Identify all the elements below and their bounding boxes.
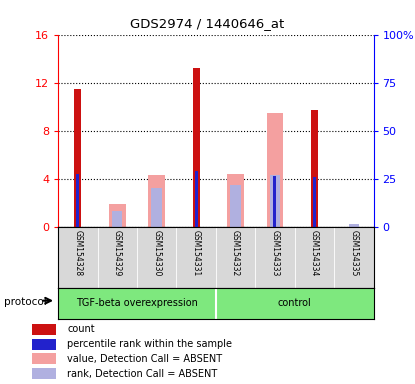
Bar — [313, 177, 316, 227]
Bar — [230, 185, 241, 227]
Text: TGF-beta overexpression: TGF-beta overexpression — [76, 298, 198, 308]
Bar — [151, 188, 162, 227]
Text: GSM154335: GSM154335 — [349, 230, 358, 276]
Bar — [149, 175, 165, 227]
Bar — [76, 174, 79, 227]
Text: protocol: protocol — [4, 297, 47, 307]
Bar — [267, 113, 283, 227]
Bar — [32, 368, 56, 379]
Text: GSM154333: GSM154333 — [271, 230, 279, 276]
Text: GSM154329: GSM154329 — [113, 230, 122, 276]
Bar — [32, 339, 56, 349]
Text: GSM154334: GSM154334 — [310, 230, 319, 276]
Text: percentile rank within the sample: percentile rank within the sample — [67, 339, 232, 349]
Bar — [311, 110, 318, 227]
Bar — [227, 174, 244, 227]
Bar — [74, 89, 81, 227]
Text: GSM154332: GSM154332 — [231, 230, 240, 276]
Text: control: control — [278, 298, 312, 308]
Bar — [112, 211, 122, 227]
Text: GSM154330: GSM154330 — [152, 230, 161, 276]
Bar — [270, 175, 280, 227]
Text: rank, Detection Call = ABSENT: rank, Detection Call = ABSENT — [67, 369, 217, 379]
Bar — [349, 224, 359, 227]
Text: value, Detection Call = ABSENT: value, Detection Call = ABSENT — [67, 354, 222, 364]
Bar — [195, 171, 198, 227]
Bar — [32, 353, 56, 364]
Text: GSM154328: GSM154328 — [73, 230, 82, 276]
Bar — [193, 68, 200, 227]
Bar — [273, 176, 276, 227]
Text: GDS2974 / 1440646_at: GDS2974 / 1440646_at — [130, 17, 285, 30]
Bar — [32, 324, 56, 335]
Text: GSM154331: GSM154331 — [192, 230, 200, 276]
Bar — [109, 204, 125, 227]
Text: count: count — [67, 324, 95, 334]
